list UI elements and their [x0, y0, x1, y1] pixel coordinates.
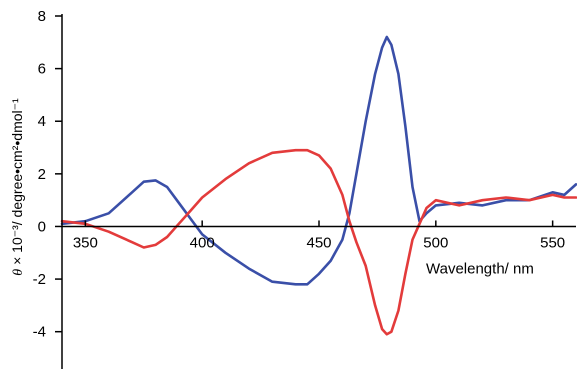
x-tick-label: 350 [73, 234, 98, 251]
y-axis-label-symbol: θ [11, 269, 26, 276]
x-tick-label: 400 [190, 234, 215, 251]
y-tick-label: 4 [38, 113, 46, 130]
x-axis-ticks: 350 400 450 500 550 [73, 220, 565, 251]
y-axis-label-text: × 10⁻³/ degree•cm²•dmol⁻¹ [9, 98, 25, 269]
x-tick-label: 550 [540, 234, 565, 251]
y-axis-label: θ × 10⁻³/ degree•cm²•dmol⁻¹ [9, 98, 26, 276]
y-tick-label: -4 [33, 324, 46, 341]
x-axis-label: Wavelength/ nm [426, 260, 534, 277]
x-tick-label: 500 [423, 234, 448, 251]
y-tick-label: 0 [38, 218, 46, 235]
y-tick-label: -2 [33, 271, 46, 288]
x-tick-label: 450 [306, 234, 331, 251]
series-line-2 [60, 148, 577, 336]
y-tick-label: 2 [38, 166, 46, 183]
y-tick-label: 6 [38, 61, 46, 78]
plot-series [60, 35, 577, 336]
y-tick-label: 8 [38, 8, 46, 25]
y-axis-ticks: -4 -2 0 2 4 6 8 [33, 8, 62, 341]
